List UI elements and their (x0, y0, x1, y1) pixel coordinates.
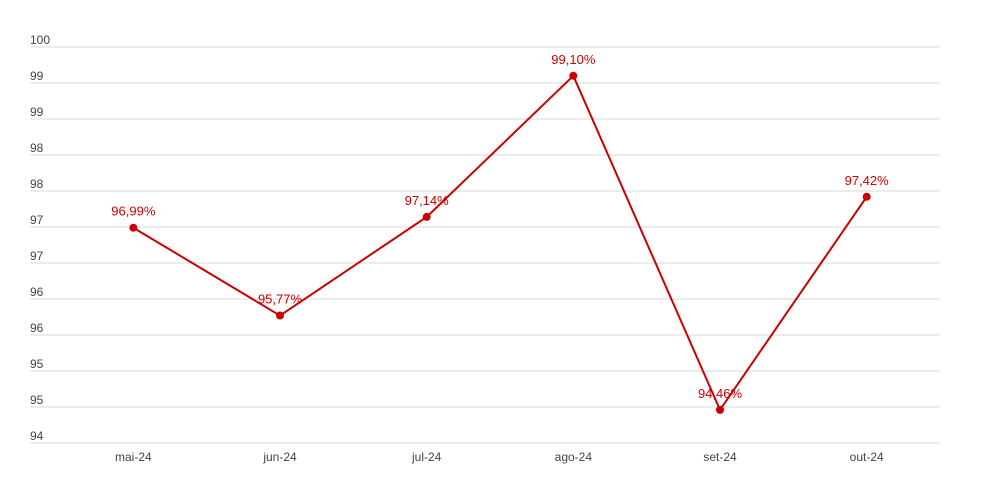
y-tick-label: 96 (30, 285, 44, 299)
data-point (129, 223, 138, 232)
x-tick-label: set-24 (703, 450, 737, 464)
x-tick-label: jun-24 (262, 450, 297, 464)
y-tick-label: 98 (30, 177, 44, 191)
data-point (862, 192, 871, 201)
y-tick-label: 97 (30, 249, 44, 263)
data-label: 94,46% (698, 386, 743, 401)
series-line (132, 74, 868, 412)
data-label: 95,77% (258, 292, 303, 307)
y-tick-label: 97 (30, 213, 44, 227)
data-label: 96,99% (111, 204, 156, 219)
y-tick-label: 99 (30, 69, 44, 83)
y-tick-label: 98 (30, 141, 44, 155)
y-tick-label: 94 (30, 429, 44, 443)
y-tick-label: 95 (30, 357, 44, 371)
data-label: 97,42% (845, 173, 890, 188)
x-tick-label: out-24 (850, 450, 884, 464)
y-tick-label: 95 (30, 393, 44, 407)
data-label: 99,10% (551, 52, 596, 67)
y-tick-label: 99 (30, 105, 44, 119)
data-point (422, 212, 431, 221)
x-tick-label: jul-24 (411, 450, 442, 464)
data-point (276, 311, 284, 320)
data-point (569, 71, 578, 80)
data-point (716, 405, 724, 414)
y-tick-label: 100 (30, 33, 50, 47)
y-tick-label: 96 (30, 321, 44, 335)
x-tick-label: mai-24 (115, 450, 152, 464)
data-label: 97,14% (405, 193, 450, 208)
x-tick-label: ago-24 (555, 450, 593, 464)
